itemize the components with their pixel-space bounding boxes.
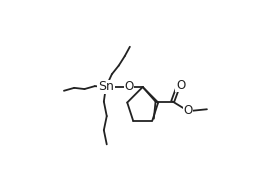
Text: Sn: Sn	[98, 81, 114, 93]
Text: O: O	[176, 79, 185, 92]
Text: O: O	[124, 81, 134, 93]
Text: O: O	[183, 104, 193, 117]
